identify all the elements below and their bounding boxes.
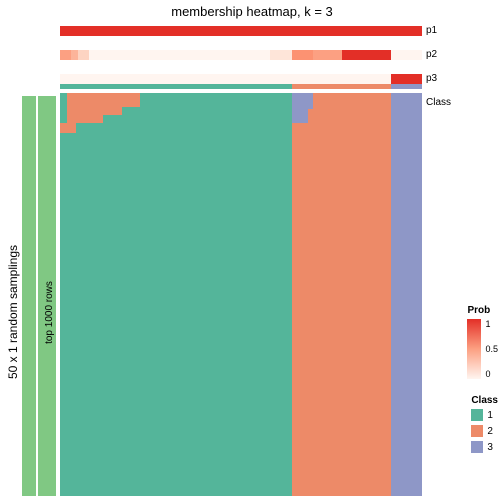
heat-overlay	[67, 115, 103, 123]
heat-column	[292, 93, 392, 496]
anno-seg	[60, 50, 71, 60]
anno-seg	[342, 50, 391, 60]
legend-class: Class 1 2 3	[471, 395, 498, 457]
left-band-outer	[22, 96, 36, 496]
heat-column	[391, 93, 422, 496]
legend-prob-gradient	[467, 319, 481, 379]
legend-prob-title: Prob	[467, 305, 498, 316]
anno-label-p2: p2	[422, 50, 437, 60]
annotation-rows: p1p2p3Class	[60, 26, 422, 78]
legend-class-item: 3	[471, 441, 498, 455]
legend-prob-tick: 0	[485, 369, 498, 379]
plot-area: p1p2p3Class	[60, 26, 422, 496]
anno-seg	[391, 74, 422, 84]
heat-overlay	[292, 109, 308, 123]
heat-column	[60, 93, 292, 496]
anno-row-p2: p2	[60, 50, 422, 60]
heatmap-body	[60, 84, 422, 496]
legend-class-title: Class	[471, 395, 498, 406]
ylabel-outer: 50 x 1 random samplings	[4, 130, 22, 494]
anno-row-p1: p1	[60, 26, 422, 36]
legend-swatch	[471, 425, 483, 437]
anno-seg	[313, 50, 342, 60]
legend-label: 3	[487, 442, 493, 453]
legend-prob-tick: 0.5	[485, 344, 498, 354]
anno-seg	[292, 26, 393, 36]
anno-label-class: Class	[422, 98, 451, 108]
heat-main	[60, 93, 422, 496]
legend-prob-tick: 1	[485, 319, 498, 329]
ylabel-outer-text: 50 x 1 random samplings	[6, 245, 20, 379]
anno-seg	[60, 26, 292, 36]
heat-overlay	[67, 93, 139, 107]
anno-label-p3: p3	[422, 74, 437, 84]
anno-seg	[71, 50, 78, 60]
anno-seg	[292, 50, 314, 60]
ylabel-inner-text: top 1000 rows	[44, 281, 55, 344]
heat-overlay	[60, 123, 76, 133]
anno-seg	[89, 50, 270, 60]
heat-top-strip	[60, 84, 422, 89]
legend-prob-ticks: 10.50	[485, 319, 498, 379]
legend-label: 2	[487, 426, 493, 437]
anno-seg	[393, 26, 422, 36]
anno-seg	[391, 50, 422, 60]
legend-swatch	[471, 441, 483, 453]
chart-title: membership heatmap, k = 3	[60, 4, 444, 19]
heat-overlay	[292, 93, 314, 109]
legend-class-item: 1	[471, 409, 498, 423]
legend-prob: Prob 10.50	[467, 305, 498, 379]
anno-row-p3: p3	[60, 74, 422, 84]
anno-seg	[60, 74, 391, 84]
legend-swatch	[471, 409, 483, 421]
anno-seg	[270, 50, 292, 60]
ylabel-inner: top 1000 rows	[42, 130, 56, 494]
heat-overlay	[67, 107, 121, 115]
anno-seg	[78, 50, 89, 60]
legend-label: 1	[487, 410, 493, 421]
legend-class-item: 2	[471, 425, 498, 439]
anno-label-p1: p1	[422, 26, 437, 36]
